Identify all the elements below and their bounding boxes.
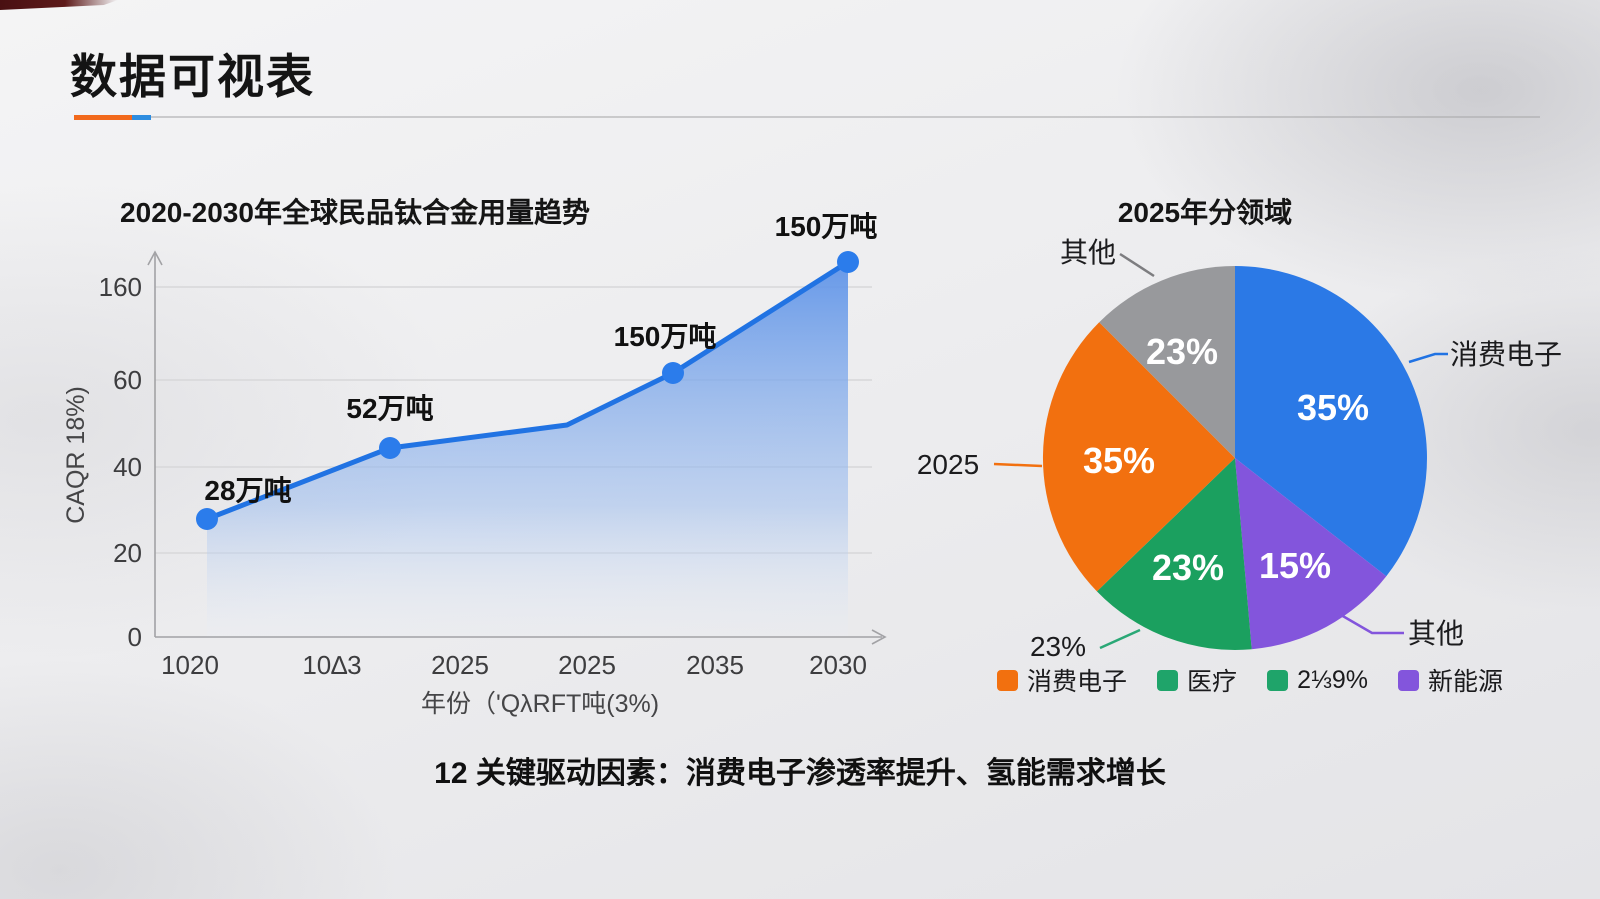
x-tick-5: 2035	[686, 650, 744, 680]
legend-swatch-green-2	[1267, 669, 1289, 691]
line-chart: 2020-2030年全球民品钛合金用量趋势 28万吨 52万吨 150万吨 15…	[62, 196, 887, 718]
y-tick-40: 40	[113, 452, 142, 482]
point-label-2: 52万吨	[346, 393, 433, 424]
x-tick-1: 1020	[161, 650, 219, 680]
corner-wedge-decoration	[0, 0, 118, 10]
y-tick-60: 60	[113, 365, 142, 395]
slice-2025	[1042, 322, 1235, 592]
x-tick-2: 10∆3	[302, 650, 361, 680]
slice-medical	[1096, 458, 1252, 650]
y-tick-20: 20	[113, 538, 142, 568]
callout-left: 2025	[917, 449, 979, 480]
underline-orange-segment	[74, 114, 132, 120]
pie-chart-title: 2025年分领域	[1118, 196, 1292, 228]
y-tick-160: 160	[99, 272, 142, 302]
trend-line	[204, 259, 851, 522]
legend-label: 消费电子	[1027, 668, 1128, 696]
data-points	[196, 251, 859, 530]
underline-gray-line	[151, 116, 1540, 118]
legend-item-new-energy: 新能源	[1397, 662, 1503, 698]
axes	[147, 250, 887, 645]
slice-label-orange: 35%	[1083, 440, 1155, 481]
x-tick-4: 2025	[558, 650, 616, 680]
line-chart-title: 2020-2030年全球民品钛合金用量趋势	[120, 196, 590, 228]
slice-other	[1099, 266, 1235, 458]
y-tick-0: 0	[128, 622, 142, 652]
legend-swatch-green	[1157, 669, 1179, 691]
callout-top-left: 其他	[1060, 237, 1116, 268]
pie-chart: 2025年分领域 35% 15% 23% 35% 23% 其他 消费电子 202…	[917, 196, 1562, 662]
legend-item-percent: 2⅓9%	[1267, 666, 1368, 695]
legend-label: 医疗	[1187, 668, 1238, 696]
y-axis-title: CAQR 18%)	[62, 386, 90, 524]
point-label-4: 150万吨	[775, 211, 878, 242]
point-label-3: 150万吨	[614, 321, 717, 352]
slice-label-purple: 15%	[1259, 545, 1331, 586]
callout-right: 消费电子	[1450, 339, 1562, 370]
legend-item-consumer-electronics: 消费电子	[997, 662, 1127, 698]
legend-swatch-orange	[997, 669, 1019, 691]
area-fill	[207, 262, 848, 637]
legend-swatch-purple	[1397, 669, 1419, 691]
slice-consumer-electronics	[1235, 266, 1427, 577]
point-label-1: 28万吨	[204, 475, 291, 506]
slice-label-green: 23%	[1152, 547, 1224, 588]
title-underline	[74, 114, 1540, 120]
page-title: 数据可视表	[70, 50, 315, 103]
slice-new-energy	[1235, 458, 1387, 650]
x-tick-3: 2025	[431, 650, 489, 680]
legend-label: 新能源	[1427, 668, 1503, 696]
key-drivers-caption: 12 关键驱动因素：消费电子渗透率提升、氢能需求增长	[434, 757, 1166, 790]
callout-bottom-left: 23%	[1030, 631, 1086, 662]
callout-bottom-right: 其他	[1408, 618, 1464, 649]
callout-lines	[993, 252, 1448, 650]
pie-slices	[1042, 266, 1427, 650]
pie-legend: 消费电子 医疗 2⅓9% 新能源	[920, 662, 1580, 698]
legend-label: 2⅓9%	[1297, 665, 1368, 694]
slice-label-blue: 35%	[1297, 387, 1369, 428]
legend-item-medical: 医疗	[1157, 662, 1237, 698]
slice-label-gray: 23%	[1146, 331, 1218, 372]
x-tick-6: 2030	[809, 650, 867, 680]
x-axis-title: 年份（'QλRFT吨(3%)	[421, 690, 659, 718]
underline-blue-segment	[132, 114, 151, 120]
